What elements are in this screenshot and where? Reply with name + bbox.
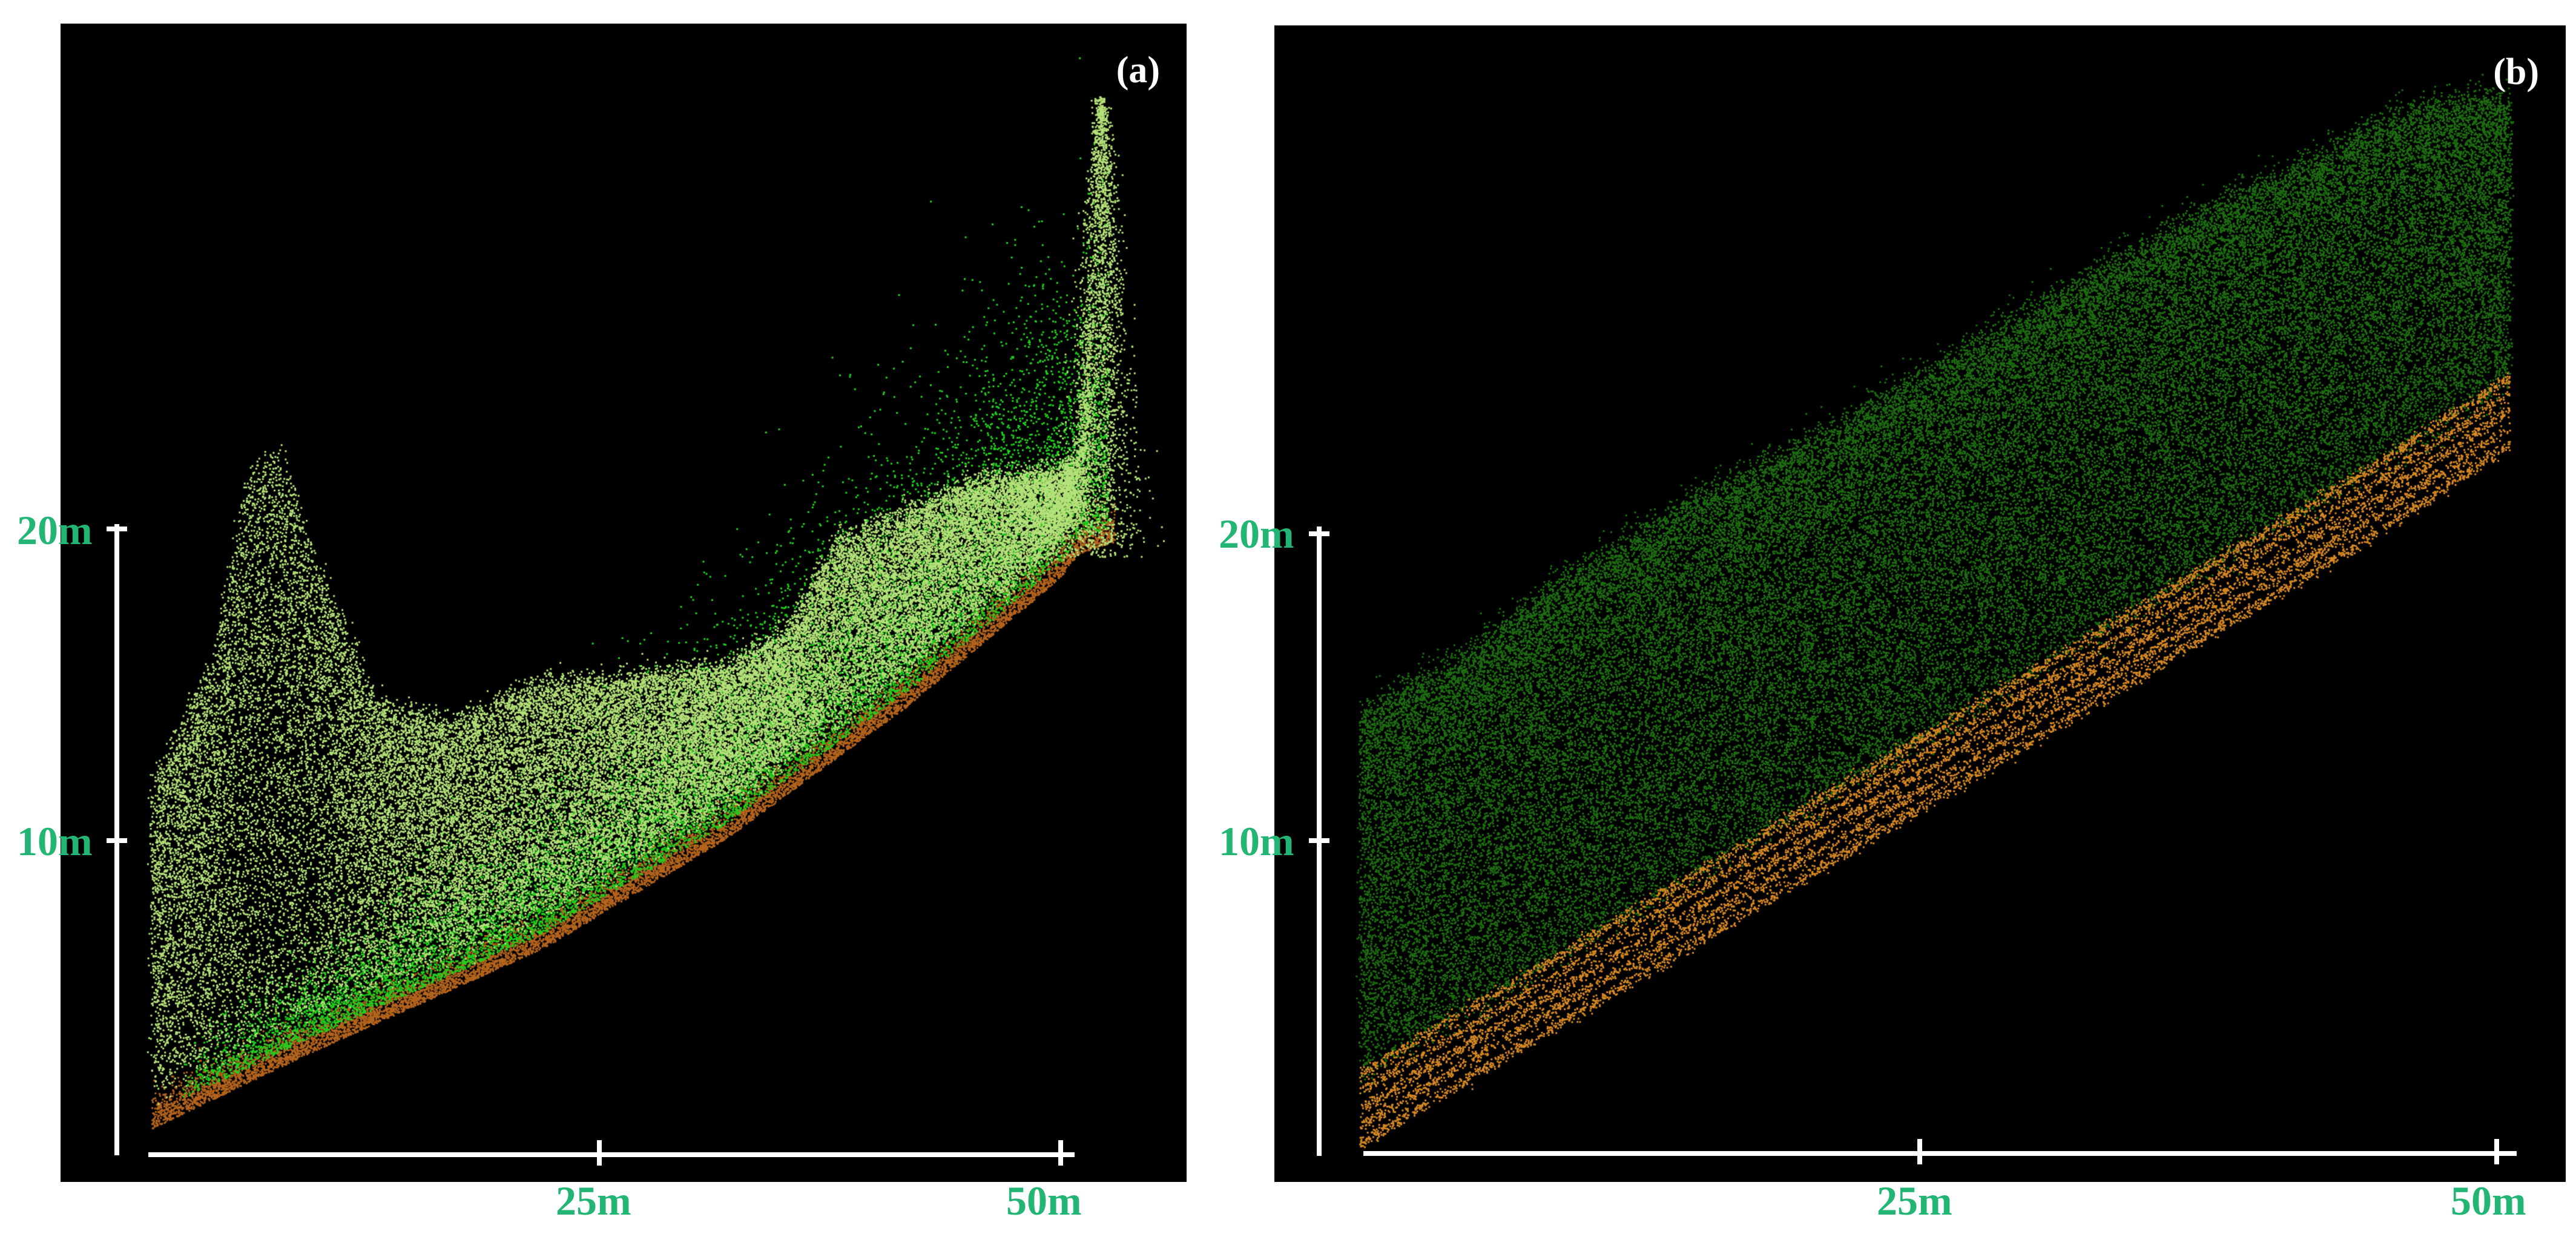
x-tick-50m-a (1058, 1140, 1063, 1166)
y-tick-label-20m-b: 20m (1219, 511, 1294, 557)
y-tick-20m-b (1309, 531, 1329, 536)
y-tick-20m-a (107, 527, 127, 531)
x-axis-b (1363, 1151, 2517, 1156)
point-cloud-panel-a: (a) (61, 24, 1187, 1182)
y-tick-10m-a (107, 838, 127, 843)
x-tick-label-25m-a: 25m (556, 1178, 631, 1224)
point-cloud-panel-b: (b) (1274, 25, 2566, 1182)
point-cloud-canvas-b (1274, 25, 2566, 1182)
panel-label-b: (b) (2493, 51, 2539, 93)
x-tick-label-50m-b: 50m (2451, 1178, 2526, 1224)
x-tick-50m-b (2494, 1139, 2499, 1164)
y-tick-label-20m-a: 20m (17, 507, 93, 553)
point-cloud-canvas-a (61, 24, 1187, 1182)
x-tick-25m-a (597, 1140, 602, 1166)
panel-label-a: (a) (1116, 50, 1160, 91)
y-tick-label-10m-b: 10m (1219, 818, 1294, 864)
y-tick-label-10m-a: 10m (17, 818, 93, 864)
x-tick-25m-b (1917, 1139, 1922, 1164)
x-tick-label-50m-a: 50m (1006, 1178, 1082, 1224)
x-tick-label-25m-b: 25m (1877, 1178, 1952, 1224)
x-axis-a (148, 1152, 1075, 1157)
y-tick-10m-b (1309, 838, 1329, 843)
